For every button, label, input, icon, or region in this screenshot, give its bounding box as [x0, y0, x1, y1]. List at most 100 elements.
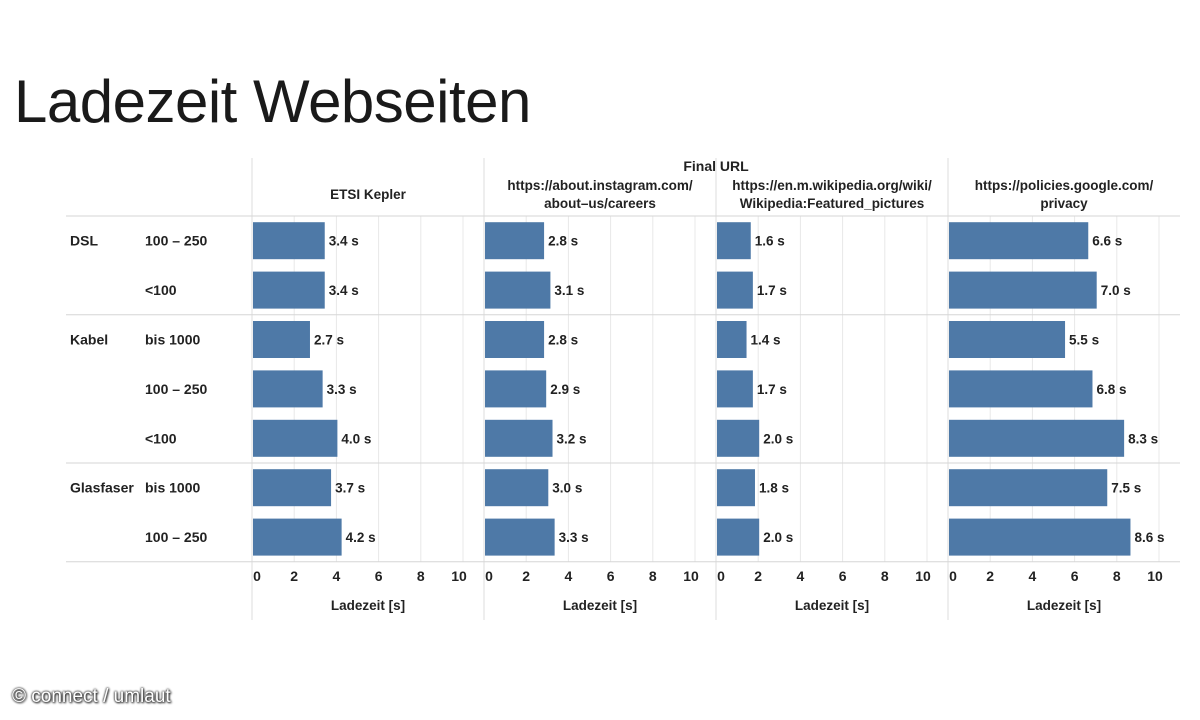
bar	[717, 222, 751, 260]
data-label: 3.4 s	[329, 283, 359, 298]
x-tick-label: 0	[253, 568, 261, 584]
group-label: DSL	[70, 233, 98, 249]
panel-title: privacy	[1040, 196, 1088, 211]
data-label: 1.7 s	[757, 382, 787, 397]
row-label: 100 – 250	[145, 233, 207, 249]
panel-title: Wikipedia:Featured_pictures	[740, 196, 924, 211]
data-label: 3.1 s	[554, 283, 584, 298]
x-tick-label: 6	[375, 568, 383, 584]
bar	[949, 321, 1066, 358]
bar	[949, 469, 1108, 507]
data-label: 1.4 s	[751, 333, 781, 348]
x-tick-label: 0	[949, 568, 957, 584]
panel-title: https://en.m.wikipedia.org/wiki/	[732, 178, 932, 193]
bar	[485, 518, 555, 556]
x-tick-label: 4	[1029, 568, 1037, 584]
bar	[485, 419, 553, 457]
bar	[717, 518, 760, 556]
x-tick-label: 4	[565, 568, 573, 584]
bar	[253, 321, 310, 358]
bar	[949, 419, 1125, 457]
data-label: 3.0 s	[552, 481, 582, 496]
x-tick-label: 2	[754, 568, 762, 584]
data-label: 8.3 s	[1128, 431, 1158, 446]
data-label: 3.4 s	[329, 234, 359, 249]
panel-title: https://about.instagram.com/	[507, 178, 693, 193]
panel-title: ETSI Kepler	[330, 187, 407, 202]
x-tick-label: 10	[451, 568, 467, 584]
panel-title: about–us/careers	[544, 196, 656, 211]
row-label: <100	[145, 282, 177, 298]
data-label: 1.8 s	[759, 481, 789, 496]
bar	[717, 419, 760, 457]
column-header: Final URL	[683, 158, 749, 174]
x-tick-label: 10	[1147, 568, 1163, 584]
bar	[949, 222, 1089, 260]
bar	[949, 518, 1131, 556]
x-tick-label: 8	[1113, 568, 1121, 584]
x-tick-label: 6	[607, 568, 615, 584]
x-tick-label: 10	[915, 568, 931, 584]
data-label: 2.0 s	[763, 431, 793, 446]
bar	[717, 271, 753, 309]
data-label: 4.0 s	[341, 431, 371, 446]
row-label: bis 1000	[145, 480, 200, 496]
data-label: 8.6 s	[1134, 530, 1164, 545]
x-tick-label: 8	[649, 568, 657, 584]
x-tick-label: 2	[290, 568, 298, 584]
x-axis-label: Ladezeit [s]	[563, 598, 637, 613]
data-label: 3.2 s	[557, 431, 587, 446]
bar	[253, 518, 342, 556]
x-tick-label: 0	[485, 568, 493, 584]
data-label: 1.7 s	[757, 283, 787, 298]
copyright-credit: © connect / umlaut	[12, 686, 171, 707]
x-axis-label: Ladezeit [s]	[1027, 598, 1101, 613]
data-label: 1.6 s	[755, 234, 785, 249]
page-title: Ladezeit Webseiten	[14, 68, 531, 135]
data-label: 2.8 s	[548, 234, 578, 249]
panel-title: https://policies.google.com/	[975, 178, 1154, 193]
x-axis-label: Ladezeit [s]	[795, 598, 869, 613]
bar	[253, 271, 325, 309]
bar	[485, 370, 547, 408]
data-label: 6.6 s	[1092, 234, 1122, 249]
bar	[949, 271, 1097, 309]
data-label: 2.7 s	[314, 333, 344, 348]
data-label: 3.7 s	[335, 481, 365, 496]
x-tick-label: 10	[683, 568, 699, 584]
data-label: 4.2 s	[346, 530, 376, 545]
bar	[717, 469, 755, 507]
bar	[717, 370, 753, 408]
x-tick-label: 4	[333, 568, 341, 584]
bar	[717, 321, 747, 358]
row-label: <100	[145, 430, 177, 446]
row-label: 100 – 250	[145, 529, 207, 545]
group-label: Glasfaser	[70, 480, 134, 496]
group-label: Kabel	[70, 332, 108, 348]
data-label: 3.3 s	[559, 530, 589, 545]
data-label: 2.9 s	[550, 382, 580, 397]
bar	[485, 321, 545, 358]
x-tick-label: 2	[986, 568, 994, 584]
x-tick-label: 0	[717, 568, 725, 584]
bar	[253, 222, 325, 260]
bar	[253, 469, 332, 507]
data-label: 2.8 s	[548, 333, 578, 348]
data-label: 7.0 s	[1101, 283, 1131, 298]
data-label: 6.8 s	[1096, 382, 1126, 397]
data-label: 7.5 s	[1111, 481, 1141, 496]
x-axis-label: Ladezeit [s]	[331, 598, 405, 613]
x-tick-label: 8	[881, 568, 889, 584]
data-label: 3.3 s	[327, 382, 357, 397]
row-label: bis 1000	[145, 332, 200, 348]
x-tick-label: 8	[417, 568, 425, 584]
x-tick-label: 4	[797, 568, 805, 584]
x-tick-label: 2	[522, 568, 530, 584]
bar	[485, 222, 545, 260]
bar	[485, 469, 549, 507]
data-label: 5.5 s	[1069, 333, 1099, 348]
row-label: 100 – 250	[145, 381, 207, 397]
x-tick-label: 6	[1071, 568, 1079, 584]
bar	[253, 419, 338, 457]
